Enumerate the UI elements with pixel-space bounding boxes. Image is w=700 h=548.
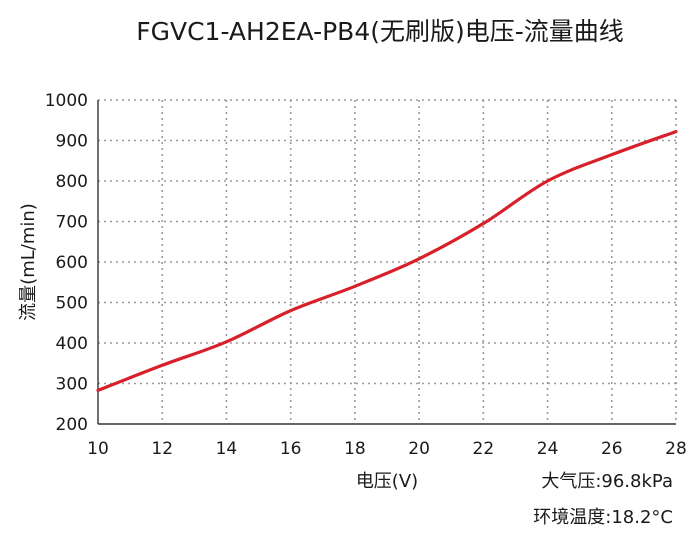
x-tick-label: 28 (665, 439, 687, 459)
x-axis-label: 电压(V) (356, 471, 418, 492)
y-axis-label: 流量(mL/min) (18, 203, 39, 321)
chart-title: FGVC1-AH2EA-PB4(无刷版)电压-流量曲线 (136, 17, 624, 46)
x-tick-label: 10 (87, 439, 109, 459)
pressure-annotation: 大气压:96.8kPa (541, 471, 673, 492)
x-tick-label: 12 (151, 439, 173, 459)
axes (97, 100, 676, 425)
temperature-annotation: 环境温度:18.2°C (533, 507, 673, 528)
x-tick-label: 14 (216, 439, 238, 459)
series-layer (96, 129, 678, 392)
x-tick-label: 18 (344, 439, 366, 459)
x-tick-labels: 10 12 14 16 18 20 22 24 26 28 (87, 439, 687, 459)
y-tick-label: 300 (56, 375, 88, 395)
y-tick-label: 800 (56, 172, 88, 192)
y-tick-label: 600 (56, 253, 88, 273)
y-tick-label: 900 (56, 132, 88, 152)
y-tick-label: 400 (56, 334, 88, 354)
x-tick-label: 24 (537, 439, 559, 459)
x-tick-label: 20 (408, 439, 430, 459)
flow-series-line (96, 129, 678, 392)
x-tick-label: 26 (601, 439, 623, 459)
x-tick-label: 22 (473, 439, 495, 459)
y-tick-labels: 200 300 400 500 600 700 800 900 1000 (45, 91, 88, 435)
grid (98, 99, 677, 424)
y-tick-label: 1000 (45, 91, 88, 111)
y-tick-label: 700 (56, 213, 88, 233)
y-tick-label: 200 (56, 415, 88, 435)
x-tick-label: 16 (280, 439, 302, 459)
y-tick-label: 500 (56, 294, 88, 314)
